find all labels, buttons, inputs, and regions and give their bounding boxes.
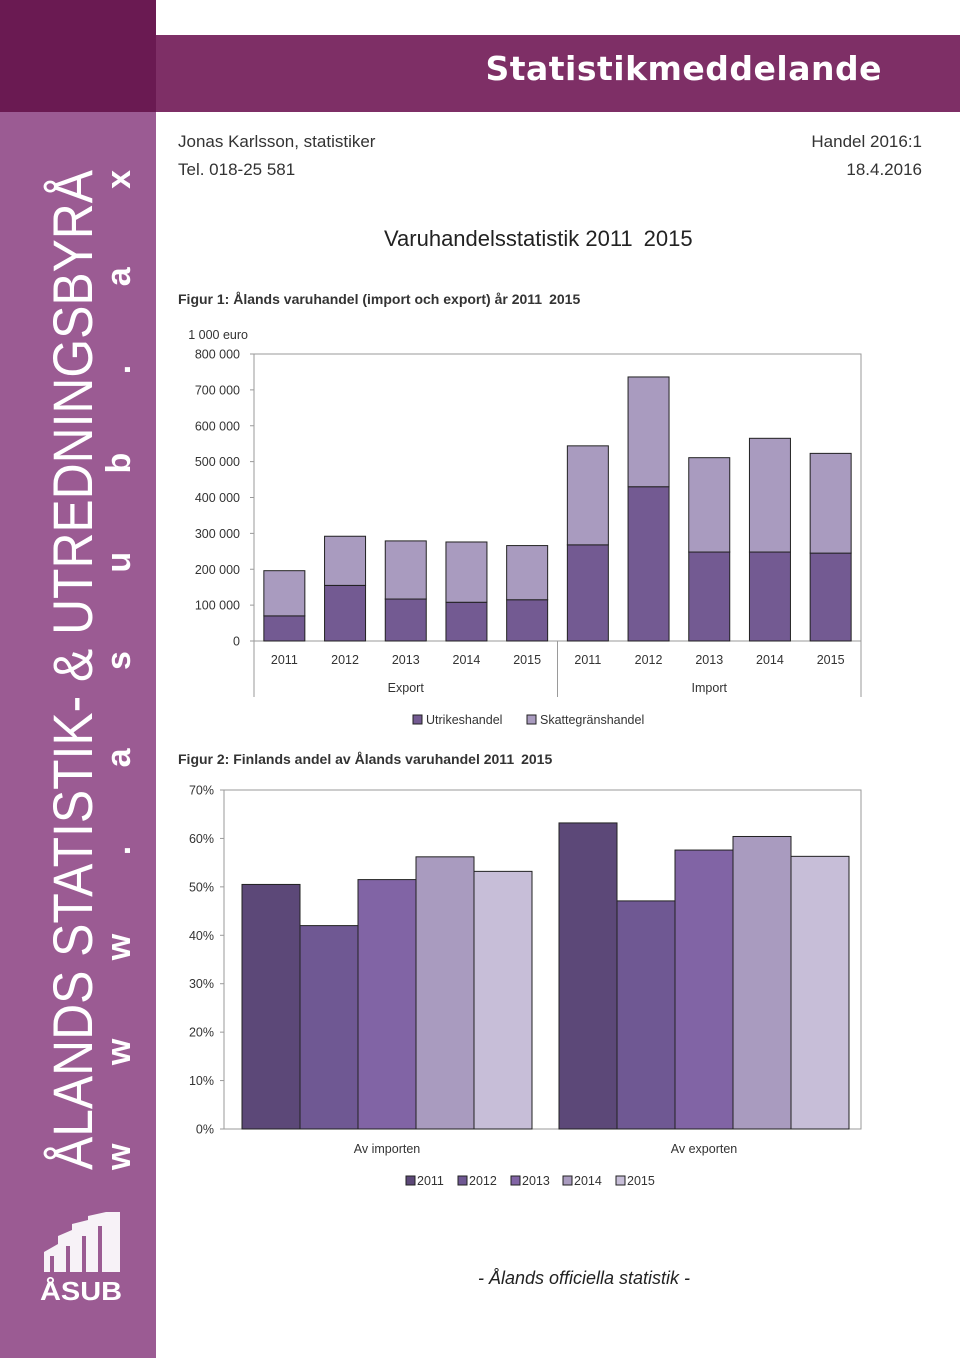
bar-2014 [732, 835, 792, 1130]
banner: Statistikmeddelande [156, 35, 960, 112]
asub-logo: ÅSUB [40, 1212, 122, 1304]
sidebar-header-block [0, 0, 156, 112]
x-tick-label: 2011 [574, 653, 601, 667]
bar-utrikeshandel [506, 599, 549, 642]
footer: - Ålands officiella statistik - [0, 1268, 960, 1289]
x-tick-label: 2015 [817, 653, 845, 667]
legend-swatch [615, 1175, 626, 1186]
figure2-plot-area [223, 789, 862, 1130]
y-tick-label: 500 000 [195, 455, 240, 469]
asub-logo-text: ÅSUB [40, 1276, 122, 1304]
y-tick-label: 400 000 [195, 491, 240, 505]
legend-swatch [510, 1175, 521, 1186]
figure1-unit-label: 1 000 euro [188, 328, 248, 342]
bar-skattegranshandel [688, 457, 731, 553]
bar-2012 [616, 900, 676, 1130]
y-tick-label: 40% [189, 929, 214, 943]
footer-text: - Ålands officiella statistik - [477, 1268, 691, 1288]
y-tick-label: 70% [189, 784, 214, 798]
bar-skattegranshandel [445, 541, 488, 603]
x-tick-label: 2012 [635, 653, 663, 667]
bar-2013 [674, 849, 734, 1130]
x-tick-label: Av importen [354, 1142, 421, 1156]
banner-title: Statistikmeddelande [485, 49, 882, 88]
x-tick-label: 2014 [756, 653, 784, 667]
legend-label: 2014 [574, 1174, 602, 1188]
author: Jonas Karlsson, statistiker [178, 132, 376, 151]
bar-utrikeshandel [384, 598, 427, 642]
bar-utrikeshandel [809, 552, 852, 642]
bar-2011 [558, 822, 618, 1130]
legend-label: Skattegränshandel [540, 713, 644, 727]
bar-skattegranshandel [324, 535, 367, 586]
figure1-title: Figur 1: Ålands varuhandel (import och e… [178, 291, 581, 307]
y-tick-label: 0% [196, 1123, 214, 1137]
x-tick-label: 2014 [453, 653, 481, 667]
bar-utrikeshandel [688, 551, 731, 642]
phone: Tel. 018-25 581 [178, 160, 296, 179]
publication-date: 18.4.2016 [846, 160, 922, 179]
y-tick-label: 700 000 [195, 383, 240, 397]
legend-label: 2015 [627, 1174, 655, 1188]
bar-utrikeshandel [627, 486, 670, 642]
legend-label: 2012 [469, 1174, 497, 1188]
sidebar [0, 0, 156, 1358]
y-tick-label: 600 000 [195, 419, 240, 433]
bar-2015 [473, 870, 533, 1130]
figure2-title: Figur 2: Finlands andel av Ålands varuha… [178, 751, 553, 767]
y-tick-label: 20% [189, 1026, 214, 1040]
x-tick-label: Av exporten [671, 1142, 738, 1156]
legend-swatch [457, 1175, 468, 1186]
group-label: Export [388, 681, 425, 695]
bar-2013 [357, 879, 417, 1130]
document-title: Varuhandelsstatistik 2011 2015 [384, 226, 693, 251]
y-tick-label: 300 000 [195, 527, 240, 541]
bar-utrikeshandel [324, 584, 367, 642]
x-tick-label: 2015 [513, 653, 541, 667]
legend-label: 2013 [522, 1174, 550, 1188]
bar-utrikeshandel [566, 544, 609, 642]
x-tick-label: 2012 [331, 653, 359, 667]
legend-swatch [526, 714, 537, 725]
bar-2015 [790, 855, 850, 1130]
legend-label: Utrikeshandel [426, 713, 502, 727]
legend-label: 2011 [417, 1174, 444, 1188]
figure1-chart: 1 000 euro 0 100 000 200 000 300 000 400 000… [188, 328, 862, 727]
y-tick-label: 200 000 [195, 563, 240, 577]
x-tick-label: 2013 [392, 653, 420, 667]
publication-series: Handel 2016:1 [811, 132, 922, 151]
y-tick-label: 800 000 [195, 348, 240, 362]
bar-skattegranshandel [627, 376, 670, 488]
x-tick-label: 2013 [695, 653, 723, 667]
bar-2011 [241, 883, 301, 1130]
bar-skattegranshandel [566, 445, 609, 546]
legend-swatch [562, 1175, 573, 1186]
figure2-chart: 0% 10% 20% 30% 40% 50% 60% 70% Av importen Av exp… [189, 784, 862, 1188]
x-tick-label: 2011 [271, 653, 298, 667]
y-tick-label: 30% [189, 977, 214, 991]
bar-utrikeshandel [263, 615, 306, 642]
y-tick-label: 100 000 [195, 599, 240, 613]
bar-skattegranshandel [506, 545, 549, 601]
bar-2014 [415, 856, 475, 1130]
group-label: Import [692, 681, 728, 695]
y-tick-label: 0 [233, 635, 240, 649]
legend-swatch [412, 714, 423, 725]
y-tick-label: 50% [189, 880, 214, 894]
bar-skattegranshandel [384, 540, 427, 600]
bar-skattegranshandel [748, 437, 791, 553]
legend-swatch [405, 1175, 416, 1186]
y-tick-label: 60% [189, 832, 214, 846]
bar-2012 [299, 925, 359, 1130]
bar-skattegranshandel [263, 570, 306, 617]
bar-skattegranshandel [809, 452, 852, 554]
y-tick-label: 10% [189, 1074, 214, 1088]
